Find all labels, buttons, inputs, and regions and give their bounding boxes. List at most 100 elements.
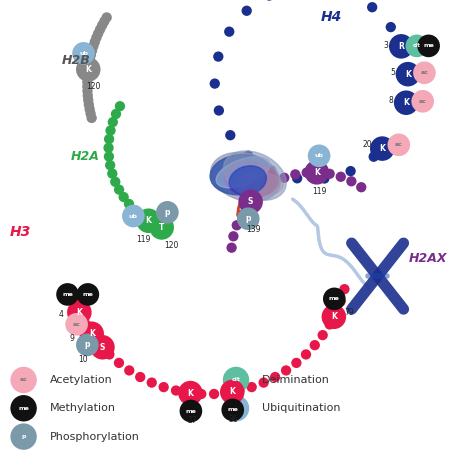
Text: 139: 139 <box>246 225 260 234</box>
Text: K: K <box>89 329 94 338</box>
Point <box>84 96 92 104</box>
Circle shape <box>79 321 104 346</box>
Text: 120: 120 <box>164 241 178 250</box>
Point <box>244 152 252 160</box>
Text: K: K <box>405 70 411 79</box>
Text: ac: ac <box>419 99 427 104</box>
Circle shape <box>90 335 115 360</box>
Point <box>84 83 91 90</box>
Point <box>84 87 91 95</box>
Point <box>369 3 376 11</box>
Text: p: p <box>165 208 170 217</box>
Circle shape <box>370 136 395 161</box>
Point <box>86 56 93 63</box>
Point <box>293 359 300 367</box>
Circle shape <box>396 62 420 86</box>
Point <box>211 390 218 398</box>
Text: me: me <box>185 408 196 413</box>
Text: 119: 119 <box>312 187 326 196</box>
Text: 119: 119 <box>136 235 151 244</box>
Text: cit: cit <box>232 378 240 382</box>
Text: 120: 120 <box>86 83 100 92</box>
Text: ub: ub <box>315 153 324 158</box>
Point <box>357 184 365 191</box>
Text: 79: 79 <box>345 308 354 317</box>
Point <box>105 135 113 143</box>
Text: ac: ac <box>421 70 429 75</box>
Point <box>341 286 348 293</box>
Circle shape <box>67 300 92 325</box>
Point <box>84 65 92 72</box>
Point <box>326 170 333 177</box>
Text: me: me <box>423 43 434 49</box>
Point <box>111 178 119 185</box>
Circle shape <box>238 190 263 214</box>
Point <box>136 373 144 381</box>
Point <box>303 169 311 177</box>
Circle shape <box>405 34 428 57</box>
Point <box>88 114 95 122</box>
Text: p: p <box>21 434 26 439</box>
Point <box>109 170 116 177</box>
Text: 3: 3 <box>383 41 388 50</box>
Text: ub: ub <box>232 406 240 411</box>
Point <box>106 351 113 358</box>
Point <box>89 331 96 339</box>
Text: 10: 10 <box>78 354 87 363</box>
Ellipse shape <box>236 166 278 197</box>
Circle shape <box>413 61 436 84</box>
Point <box>116 102 124 110</box>
Point <box>260 379 268 387</box>
Text: ac: ac <box>395 143 403 147</box>
Point <box>87 110 94 118</box>
Point <box>244 202 252 209</box>
Point <box>223 389 231 396</box>
Text: K: K <box>229 388 235 396</box>
Point <box>261 185 268 193</box>
Point <box>94 30 102 37</box>
Point <box>96 25 104 33</box>
Ellipse shape <box>210 154 271 195</box>
Text: Methylation: Methylation <box>50 403 116 413</box>
Point <box>91 38 99 46</box>
Text: 8: 8 <box>388 96 393 105</box>
Text: 36: 36 <box>229 415 238 424</box>
Point <box>67 286 75 293</box>
Text: ac: ac <box>73 322 81 327</box>
Point <box>270 179 278 186</box>
Point <box>370 153 378 160</box>
Point <box>84 92 92 100</box>
Point <box>101 17 108 25</box>
Circle shape <box>220 379 244 404</box>
Point <box>125 200 133 208</box>
Point <box>84 74 91 81</box>
Point <box>387 23 395 31</box>
Circle shape <box>412 90 434 113</box>
Point <box>88 47 96 54</box>
Text: H3: H3 <box>9 225 31 239</box>
Text: Ubiquitination: Ubiquitination <box>262 403 340 413</box>
Ellipse shape <box>224 161 276 197</box>
Text: K: K <box>187 388 194 397</box>
Circle shape <box>150 215 174 240</box>
Circle shape <box>76 283 99 306</box>
Point <box>233 221 241 229</box>
Point <box>243 7 251 15</box>
Text: cit: cit <box>413 43 421 49</box>
Point <box>347 168 354 175</box>
Point <box>215 53 222 60</box>
Text: K: K <box>145 216 152 225</box>
Point <box>172 387 180 394</box>
Point <box>93 34 100 42</box>
Point <box>105 153 113 160</box>
Circle shape <box>10 395 37 421</box>
Text: T: T <box>159 223 164 232</box>
Circle shape <box>223 367 249 393</box>
Text: me: me <box>228 407 238 413</box>
Point <box>215 107 223 114</box>
Point <box>109 118 117 126</box>
Point <box>229 233 237 240</box>
Point <box>226 28 233 35</box>
Text: p: p <box>245 214 251 223</box>
Text: Acetylation: Acetylation <box>50 375 112 385</box>
